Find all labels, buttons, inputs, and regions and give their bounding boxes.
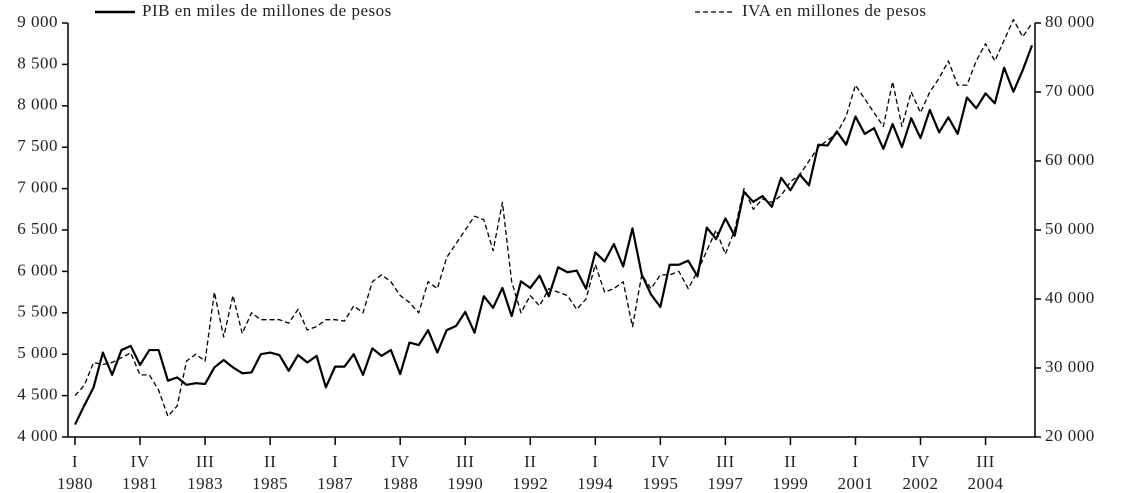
- x-tick-label: 2004: [968, 474, 1004, 493]
- x-tick-label: II: [784, 452, 796, 471]
- y2-tick-label: 30 000: [1045, 357, 1095, 376]
- y2-tick-label: 50 000: [1045, 219, 1095, 238]
- y-tick-label: 6 500: [17, 219, 58, 238]
- series-line: [74, 18, 1033, 417]
- x-tick-label: 1997: [707, 474, 743, 493]
- x-tick-label: 1999: [772, 474, 808, 493]
- x-tick-label: 1992: [512, 474, 548, 493]
- x-tick-label: I: [592, 452, 598, 471]
- x-tick-label: 1985: [252, 474, 288, 493]
- y-tick-label: 8 500: [17, 53, 58, 72]
- x-tick-label: III: [456, 452, 474, 471]
- series-line: [74, 44, 1034, 426]
- y-tick-label: 7 000: [17, 178, 58, 197]
- x-tick-label: IV: [391, 452, 410, 471]
- y2-tick-label: 80 000: [1045, 12, 1095, 31]
- y2-tick-label: 20 000: [1045, 426, 1095, 445]
- y-tick-label: 5 000: [17, 343, 58, 362]
- x-tick-label: 1994: [577, 474, 613, 493]
- y-tick-label: 7 500: [17, 136, 58, 155]
- x-tick-label: IV: [651, 452, 670, 471]
- y-tick-label: 6 000: [17, 260, 58, 279]
- legend-label: IVA en millones de pesos: [742, 1, 927, 20]
- x-tick-label: II: [524, 452, 536, 471]
- x-tick-label: II: [264, 452, 276, 471]
- y-tick-label: 8 000: [17, 95, 58, 114]
- x-tick-label: III: [716, 452, 734, 471]
- y-tick-label: 4 000: [17, 426, 58, 445]
- x-tick-label: IV: [131, 452, 150, 471]
- y-tick-label: 9 000: [17, 12, 58, 31]
- x-tick-label: 1981: [122, 474, 158, 493]
- x-tick-label: I: [72, 452, 78, 471]
- x-tick-label: 1983: [187, 474, 223, 493]
- x-tick-label: 2002: [903, 474, 939, 493]
- x-tick-label: I: [332, 452, 338, 471]
- y2-tick-label: 60 000: [1045, 150, 1095, 169]
- x-tick-label: III: [976, 452, 994, 471]
- x-tick-label: 2001: [837, 474, 873, 493]
- x-tick-label: 1995: [642, 474, 678, 493]
- x-tick-label: 1980: [57, 474, 93, 493]
- x-tick-label: 1987: [317, 474, 353, 493]
- y2-tick-label: 40 000: [1045, 288, 1095, 307]
- x-tick-label: 1990: [447, 474, 483, 493]
- y-tick-label: 5 500: [17, 302, 58, 321]
- x-tick-label: III: [196, 452, 214, 471]
- legend-label: PIB en miles de millones de pesos: [142, 1, 392, 20]
- x-tick-label: 1988: [382, 474, 418, 493]
- y-tick-label: 4 500: [17, 385, 58, 404]
- x-tick-label: IV: [911, 452, 930, 471]
- x-tick-label: I: [852, 452, 858, 471]
- y2-tick-label: 70 000: [1045, 81, 1095, 100]
